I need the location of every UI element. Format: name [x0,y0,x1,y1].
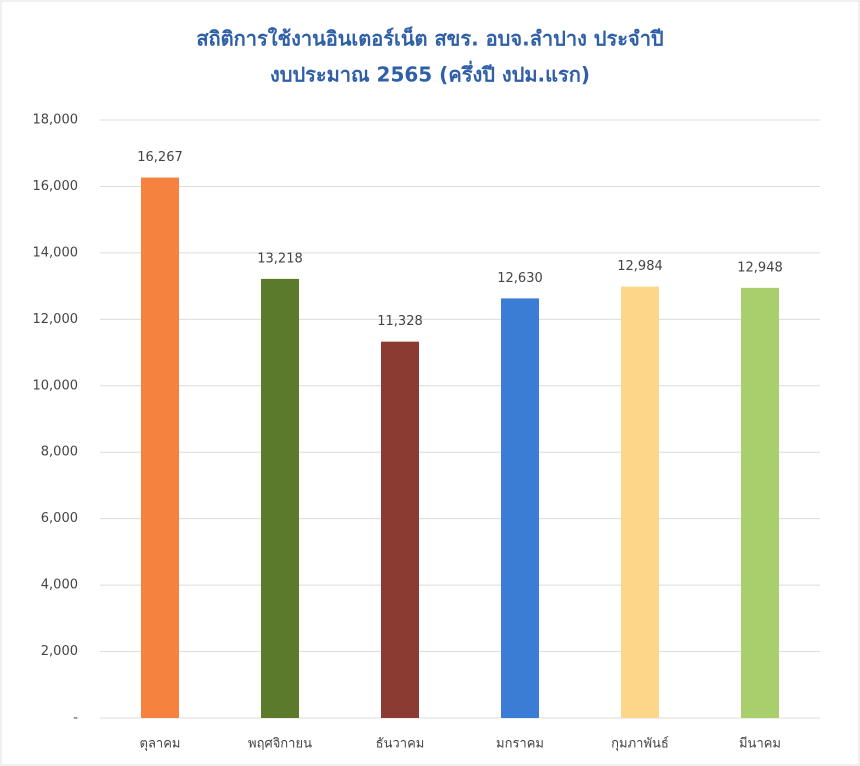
y-tick-label: 18,000 [33,113,79,128]
x-tick-label: กุมภาพันธ์ [611,736,669,752]
y-tick-label: 14,000 [33,245,79,260]
x-tick-label: ธันวาคม [376,737,425,752]
data-label: 12,984 [617,259,663,274]
bar [261,278,299,718]
bar [381,341,419,718]
y-tick-label: 10,000 [33,378,79,393]
x-tick-label: มีนาคม [739,736,781,752]
y-tick-label: 6,000 [41,511,78,526]
y-tick-label: 2,000 [41,644,78,659]
data-label: 12,948 [737,260,783,275]
bar [741,287,779,718]
x-tick-label: มกราคม [496,737,544,752]
data-label: 12,630 [497,271,543,286]
x-tick-label: ตุลาคม [140,737,181,752]
bar [621,286,659,718]
data-label: 11,328 [377,314,423,329]
data-label: 13,218 [257,251,303,266]
y-tick-label: 12,000 [33,312,79,327]
y-tick-label: - [73,711,78,726]
y-tick-label: 8,000 [41,445,78,460]
x-tick-label: พฤศจิกายน [248,737,312,752]
chart-title: สถิติการใช้งานอินเตอร์เน็ต สขร. อบจ.ลำปา… [196,26,663,51]
data-label: 16,267 [137,150,183,165]
chart-title: งบประมาณ 2565 (ครึ่งปี งปม.แรก) [270,60,590,87]
bar [141,177,179,719]
y-tick-label: 16,000 [33,179,79,194]
y-tick-label: 4,000 [41,578,78,593]
bar [501,298,539,718]
